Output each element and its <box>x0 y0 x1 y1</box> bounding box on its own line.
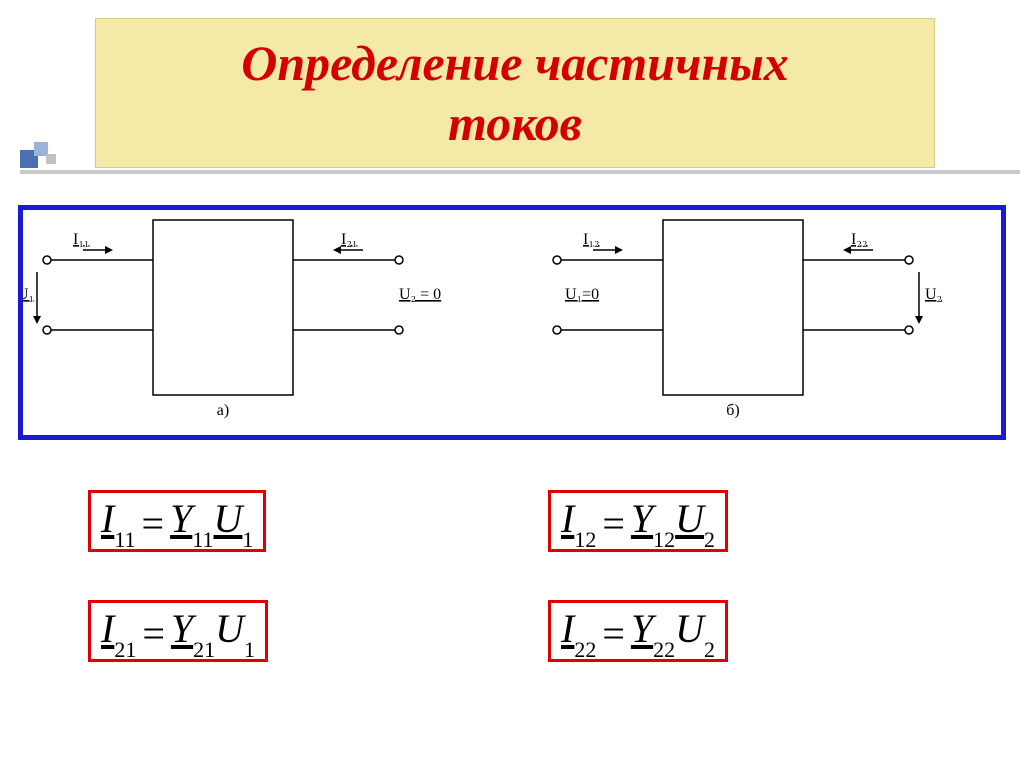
page-title: Определение частичныхтоков <box>241 33 789 153</box>
equation-i11: I11=Y11U1 <box>88 490 266 552</box>
svg-text:U₁=0: U₁=0 <box>565 286 599 303</box>
decor-square <box>46 154 56 164</box>
svg-text:I₁₁: I₁₁ <box>73 231 89 248</box>
svg-text:U₂ = 0: U₂ = 0 <box>399 286 441 303</box>
svg-text:I₂₁: I₂₁ <box>341 231 357 248</box>
svg-text:а): а) <box>217 402 229 419</box>
svg-text:U₁: U₁ <box>23 286 34 303</box>
circuit-svg: I₁₁ I₂₁ U₁ U₂ = 0 а) I₁₂ I₂₂ U₁=0 U₂ б) <box>23 210 1001 435</box>
title-banner: Определение частичныхтоков <box>95 18 935 168</box>
equation-i21: I21=Y21U1 <box>88 600 268 662</box>
svg-text:б): б) <box>726 402 739 419</box>
decor-bar <box>20 170 1020 174</box>
svg-text:I₁₂: I₁₂ <box>583 231 599 248</box>
slide-decor <box>20 140 90 185</box>
equation-i12: I12=Y12U2 <box>548 490 728 552</box>
svg-text:U₂: U₂ <box>925 286 942 303</box>
circuit-diagram: I₁₁ I₂₁ U₁ U₂ = 0 а) I₁₂ I₂₂ U₁=0 U₂ б) <box>18 205 1006 440</box>
svg-text:I₂₂: I₂₂ <box>851 231 867 248</box>
equation-i22: I22=Y22U2 <box>548 600 728 662</box>
